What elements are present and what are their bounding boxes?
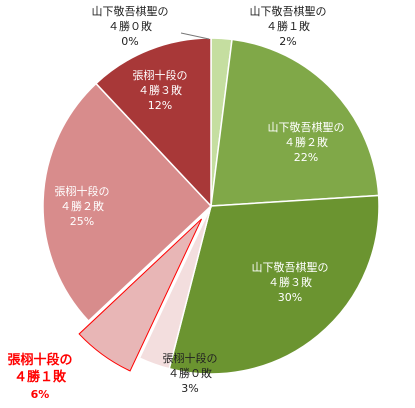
pie-slice-6 (42, 82, 213, 323)
label-zhang-4-0: 張栩十段の ４勝０敗 3% (138, 351, 242, 396)
label-zhang-4-0-pct: 3% (181, 382, 199, 395)
label-yamashita-4-1: 山下敬吾棋聖の ４勝１敗 2% (236, 4, 340, 49)
label-zhang-4-1: 張栩十段の ４勝１敗 6% (0, 352, 80, 403)
label-zhang-4-1-pct: 6% (30, 388, 50, 401)
label-zhang-4-0-line1: 張栩十段の (162, 352, 218, 365)
label-yamashita-4-3: 山下敬吾棋聖の ４勝３敗 30% (238, 260, 342, 305)
label-zhang-4-2-line2: ４勝２敗 (60, 200, 104, 213)
label-zhang-4-0-line2: ４勝０敗 (168, 367, 212, 380)
label-zhang-4-2-line1: 張栩十段の (54, 185, 110, 198)
label-yamashita-4-3-line2: ４勝３敗 (268, 276, 312, 289)
label-yamashita-4-3-pct: 30% (277, 291, 303, 304)
label-yamashita-4-1-pct: 2% (279, 35, 297, 48)
label-yamashita-4-2-pct: 22% (293, 151, 319, 164)
label-zhang-4-2: 張栩十段の ４勝２敗 25% (32, 184, 132, 229)
label-yamashita-4-3-line1: 山下敬吾棋聖の (251, 261, 329, 274)
label-yamashita-4-0-pct: 0% (121, 35, 139, 48)
pie-slice-3 (168, 194, 380, 375)
label-yamashita-4-0: 山下敬吾棋聖の ４勝０敗 0% (78, 4, 182, 49)
label-zhang-4-3-line2: ４勝３敗 (138, 84, 182, 97)
label-zhang-4-1-line1: 張栩十段の (7, 353, 73, 368)
label-yamashita-4-1-line2: ４勝１敗 (266, 20, 310, 33)
label-zhang-4-3-pct: 12% (147, 99, 173, 112)
pie-slice-2 (210, 38, 380, 207)
label-zhang-4-1-line2: ４勝１敗 (13, 370, 66, 385)
pie-slice-4 (138, 205, 212, 370)
label-zhang-4-3: 張栩十段の ４勝３敗 12% (110, 68, 210, 113)
label-yamashita-4-1-line1: 山下敬吾棋聖の (249, 5, 327, 18)
label-yamashita-4-2: 山下敬吾棋聖の ４勝２敗 22% (254, 120, 358, 165)
label-yamashita-4-2-line1: 山下敬吾棋聖の (267, 121, 345, 134)
label-yamashita-4-0-line2: ４勝０敗 (108, 20, 152, 33)
label-yamashita-4-2-line2: ４勝２敗 (284, 136, 328, 149)
pie-slice-5 (78, 218, 203, 372)
label-yamashita-4-0-line1: 山下敬吾棋聖の (91, 5, 169, 18)
leader-line-0pct (180, 32, 210, 40)
label-zhang-4-2-pct: 25% (69, 215, 95, 228)
label-zhang-4-3-line1: 張栩十段の (132, 69, 188, 82)
